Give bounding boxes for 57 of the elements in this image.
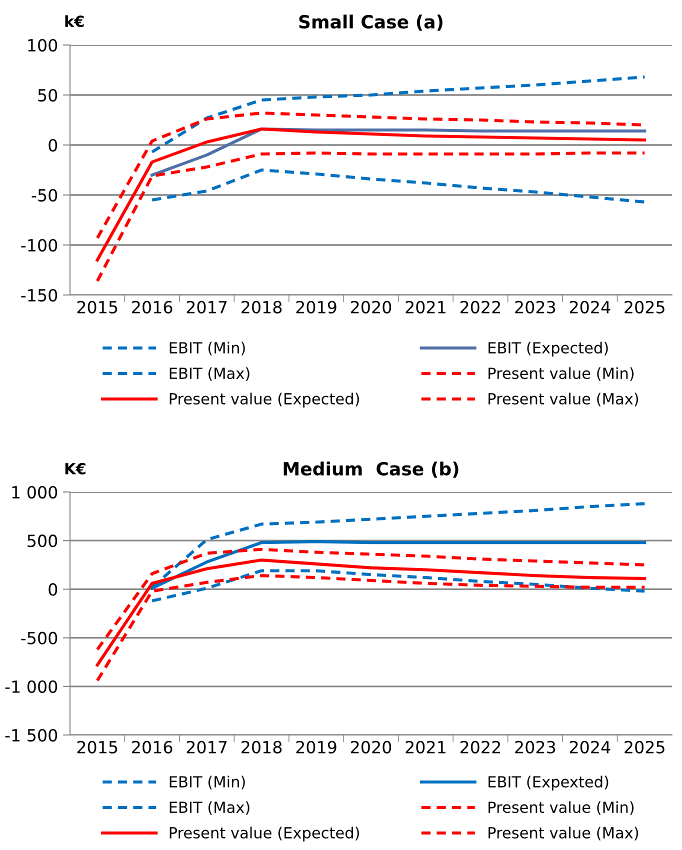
x-tick-label: 2020: [351, 300, 392, 314]
legend-label: EBIT (Expexted): [488, 776, 608, 791]
line-series: [150, 127, 646, 177]
x-tick-label: 2024: [570, 300, 610, 314]
y-tick-label: -50: [32, 188, 58, 202]
legend-label: EBIT (Min): [170, 342, 245, 356]
y-tick-label: -100: [21, 238, 58, 252]
legend-label: EBIT (Min): [170, 776, 245, 790]
x-tick-label: 2025: [624, 740, 664, 754]
x-tick-label: 2021: [406, 300, 446, 314]
y-axis-title: K€: [65, 462, 86, 474]
y-tick-label: -500: [21, 632, 58, 644]
legend-label: Present value (Min): [488, 367, 634, 381]
y-tick-label: 100: [28, 38, 58, 52]
legend-label: Present value (Max): [488, 826, 638, 840]
line-series: [96, 151, 646, 283]
x-tick-label: 2024: [570, 740, 610, 754]
legend-label: Present value (Max): [488, 392, 638, 406]
y-tick-label: 0: [48, 583, 58, 596]
x-tick-label: 2025: [624, 300, 664, 314]
y-tick-label: 50: [38, 88, 58, 102]
x-tick-label: 2015: [77, 300, 118, 314]
line-series: [96, 548, 646, 651]
y-tick-label: 0: [48, 138, 58, 152]
x-tick-label: 2016: [132, 300, 172, 314]
line-series: [150, 569, 646, 602]
chart-title: Small Case (a): [299, 14, 442, 31]
chart-title: Medium Case (b): [284, 462, 458, 478]
line-series: [150, 75, 646, 154]
y-tick-label: -150: [21, 288, 58, 302]
x-tick-label: 2019: [296, 740, 336, 754]
x-tick-label: 2021: [406, 740, 446, 754]
x-tick-label: 2018: [242, 740, 282, 754]
x-tick-label: 2022: [460, 300, 500, 314]
y-axis-title: k€: [65, 15, 84, 28]
x-tick-label: 2018: [242, 300, 282, 314]
x-tick-label: 2023: [515, 740, 556, 754]
x-tick-label: 2016: [132, 740, 172, 754]
x-tick-label: 2017: [186, 300, 227, 314]
x-tick-label: 2020: [351, 740, 392, 754]
y-tick-label: -1 000: [5, 680, 58, 693]
y-tick-label: -1 500: [5, 728, 58, 742]
x-tick-label: 2017: [186, 740, 227, 754]
legend-label: EBIT (Max): [170, 801, 250, 815]
y-tick-label: 500: [28, 534, 58, 548]
legend-label: Present value (Expected): [170, 826, 359, 842]
x-tick-label: 2015: [77, 740, 118, 754]
x-tick-label: 2019: [296, 300, 336, 314]
x-tick-label: 2022: [460, 740, 500, 754]
x-tick-label: 2023: [515, 300, 556, 314]
legend-label: Present value (Min): [488, 801, 634, 815]
y-tick-label: 1 000: [12, 486, 58, 499]
line-series: [96, 127, 646, 262]
legend-label: EBIT (Expected): [488, 342, 608, 357]
legend-label: EBIT (Max): [170, 367, 250, 381]
legend-label: Present value (Expected): [170, 392, 359, 408]
line-series: [150, 168, 646, 204]
